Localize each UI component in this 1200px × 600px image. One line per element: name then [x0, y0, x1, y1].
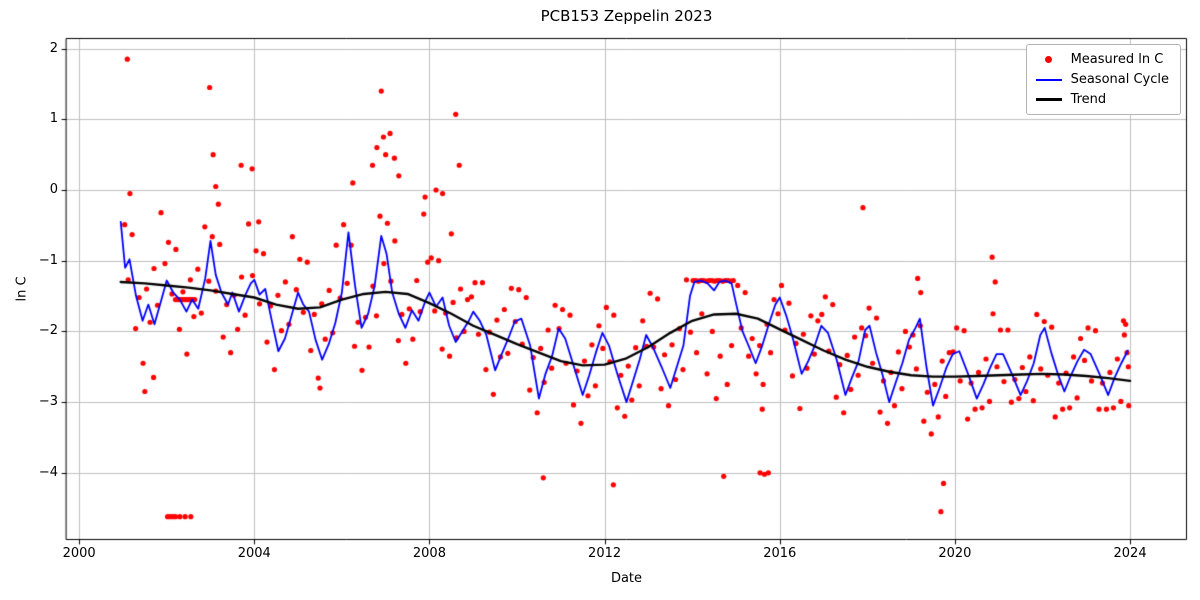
x-tick-label: 2024	[1113, 546, 1147, 561]
x-tick-label: 2012	[588, 546, 622, 561]
legend-marker-measured	[1036, 56, 1062, 63]
x-tick-label: 2000	[62, 546, 96, 561]
y-tick-label: 1	[49, 111, 58, 127]
y-tick-label: −1	[38, 252, 58, 268]
y-tick-label: −2	[38, 323, 58, 339]
blue-line-marker-icon	[1035, 78, 1062, 81]
y-tick-label: 2	[49, 40, 58, 56]
x-tick-label: 2020	[938, 546, 972, 561]
chart-title: PCB153 Zeppelin 2023	[540, 7, 713, 25]
y-tick-label: −3	[38, 394, 58, 410]
black-line-marker-icon	[1035, 98, 1062, 101]
legend-item-measured: Measured ln C	[1036, 52, 1169, 67]
y-axis-label: ln C	[14, 276, 30, 302]
legend-marker-trend	[1035, 98, 1062, 101]
legend-marker-seasonal	[1035, 78, 1062, 81]
y-tick-label: −4	[38, 464, 58, 480]
x-tick-label: 2004	[237, 546, 271, 561]
legend: Measured ln C Seasonal Cycle Trend	[1025, 44, 1181, 115]
y-tick-label: 0	[49, 182, 58, 197]
legend-label-measured: Measured ln C	[1070, 52, 1164, 67]
x-axis-label: Date	[610, 571, 643, 586]
x-tick-label: 2016	[763, 546, 797, 561]
legend-item-seasonal: Seasonal Cycle	[1035, 72, 1169, 87]
legend-label-seasonal: Seasonal Cycle	[1070, 72, 1169, 87]
red-dot-marker-icon	[1045, 56, 1053, 63]
legend-item-trend: Trend	[1035, 92, 1169, 107]
x-tick-label: 2008	[412, 546, 446, 561]
legend-label-trend: Trend	[1070, 92, 1107, 107]
